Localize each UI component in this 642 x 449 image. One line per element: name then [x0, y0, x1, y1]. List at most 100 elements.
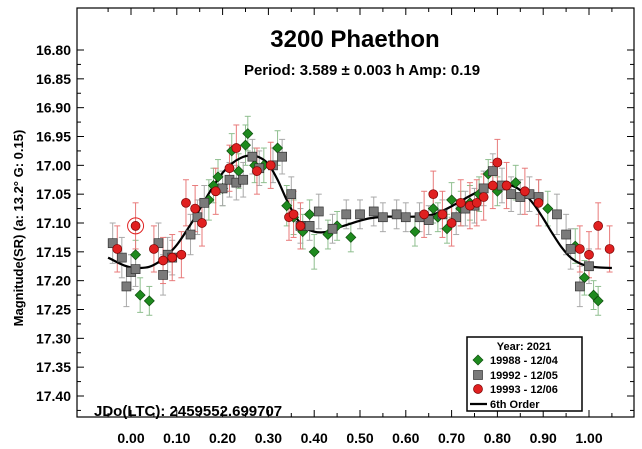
legend-marker-diamond — [472, 354, 484, 366]
data-point-circle — [288, 209, 299, 220]
data-point-diamond — [242, 128, 254, 140]
data-point-diamond — [240, 139, 251, 151]
y-tick-label: 17.40 — [36, 388, 71, 404]
data-point-square — [478, 183, 489, 194]
data-point-square — [185, 229, 196, 240]
data-point-square — [552, 209, 562, 220]
data-point-diamond — [409, 226, 421, 238]
data-point-circle — [437, 209, 448, 220]
data-point-circle — [181, 197, 191, 208]
data-point-circle — [471, 197, 482, 208]
data-point-circle — [584, 249, 594, 260]
data-point-square — [584, 261, 594, 272]
data-point-square — [561, 229, 571, 240]
data-point-square — [247, 151, 258, 162]
x-tick-label: 0.60 — [392, 430, 419, 446]
y-tick-label: 17.35 — [36, 359, 71, 375]
x-tick-label: 0.90 — [530, 430, 557, 446]
data-point-diamond — [134, 289, 146, 301]
outlier-ring — [127, 217, 145, 235]
x-tick-label: 0.30 — [255, 430, 282, 446]
data-point-square — [506, 189, 516, 200]
data-point-circle — [231, 143, 242, 153]
x-tick-labels: 0.00 0.10 0.20 0.30 0.40 0.50 0.60 0.70 0.80 0.90… — [117, 430, 602, 446]
data-point-square — [277, 151, 287, 162]
data-point-circle — [487, 180, 498, 191]
data-point-circle — [158, 255, 168, 266]
legend-fit-label: 6th Order — [490, 399, 540, 411]
y-tick-label: 17.30 — [36, 330, 71, 346]
x-tick-label: 0.00 — [117, 430, 144, 446]
y-tick-label: 17.10 — [36, 215, 71, 231]
data-point-diamond — [345, 231, 357, 243]
plot-frame — [76, 7, 635, 418]
data-point-diamond — [143, 295, 155, 307]
y-tick-label: 17.25 — [36, 302, 71, 318]
chart-subtitle: Period: 3.589 ± 0.003 h Amp: 0.19 — [244, 62, 480, 79]
legend-label: 19992 - 12/05 — [490, 370, 558, 382]
data-point-square — [116, 252, 127, 263]
y-axis-label: Magnitude(SR) (a: 13.2° G: 0.15) — [11, 130, 26, 327]
data-point-circle — [604, 244, 615, 254]
data-point-circle — [533, 197, 544, 208]
data-point-circle — [428, 189, 439, 200]
y-tick-label: 17.20 — [36, 273, 71, 289]
data-point-square — [368, 206, 379, 217]
data-point-circle — [574, 244, 585, 254]
legend-title: Year: 2021 — [497, 341, 551, 353]
data-point-diamond — [427, 203, 439, 215]
data-point-diamond — [592, 295, 604, 307]
data-point-square — [574, 281, 585, 292]
legend-box — [466, 336, 583, 412]
data-point-circle — [167, 252, 178, 263]
data-point-diamond — [542, 203, 554, 215]
data-point-circle — [210, 186, 221, 197]
x-tick-label: 0.80 — [484, 430, 511, 446]
y-tick-labels: 16.80 16.85 16.90 16.95 17.00 17.05 17.10 17.15… — [36, 42, 71, 404]
data-point-diamond — [308, 246, 320, 258]
y-tick-label: 16.95 — [36, 129, 71, 145]
data-point-circle — [492, 157, 503, 168]
data-point-square — [121, 281, 132, 292]
data-point-circle — [190, 203, 200, 214]
data-point-circle — [501, 180, 512, 191]
y-tick-label: 16.80 — [36, 42, 71, 58]
data-point-square — [313, 206, 324, 217]
legend-marker-square — [473, 370, 483, 380]
data-point-circle — [295, 221, 306, 231]
data-point-square — [238, 174, 249, 185]
x-tick-label: 0.70 — [438, 430, 465, 446]
data-point-square — [286, 189, 297, 200]
data-point-circle — [224, 163, 235, 174]
data-point-square — [565, 244, 576, 254]
data-point-circle — [149, 244, 159, 254]
data-point-circle — [252, 166, 262, 176]
data-point-square — [355, 209, 365, 220]
data-point-diamond — [281, 200, 293, 212]
data-point-circle — [176, 249, 187, 260]
data-point-circle — [593, 221, 604, 231]
data-point-circle — [478, 192, 489, 202]
data-point-diamond — [212, 171, 224, 183]
data-point-circle — [265, 160, 276, 171]
data-point-square — [304, 221, 315, 231]
data-point-circle — [112, 244, 123, 254]
y-tick-label: 16.85 — [36, 71, 71, 87]
axis-ticks — [77, 8, 634, 417]
data-point-square — [487, 166, 498, 176]
data-point-square — [378, 212, 388, 223]
data-point-square — [391, 209, 402, 220]
data-points — [107, 128, 615, 307]
y-tick-label: 17.15 — [36, 244, 71, 260]
data-point-circle — [446, 218, 457, 228]
chart-title: 3200 Phaethon — [270, 26, 439, 53]
data-point-diamond — [446, 194, 458, 206]
x-tick-label: 0.20 — [209, 430, 236, 446]
jdo-annotation: JDo(LTC): 2459552.699707 — [94, 403, 282, 420]
data-point-diamond — [304, 208, 316, 220]
data-point-circle — [419, 209, 429, 220]
data-point-circle — [520, 186, 530, 197]
legend-marker-circle — [473, 384, 483, 394]
data-point-square — [199, 197, 210, 208]
